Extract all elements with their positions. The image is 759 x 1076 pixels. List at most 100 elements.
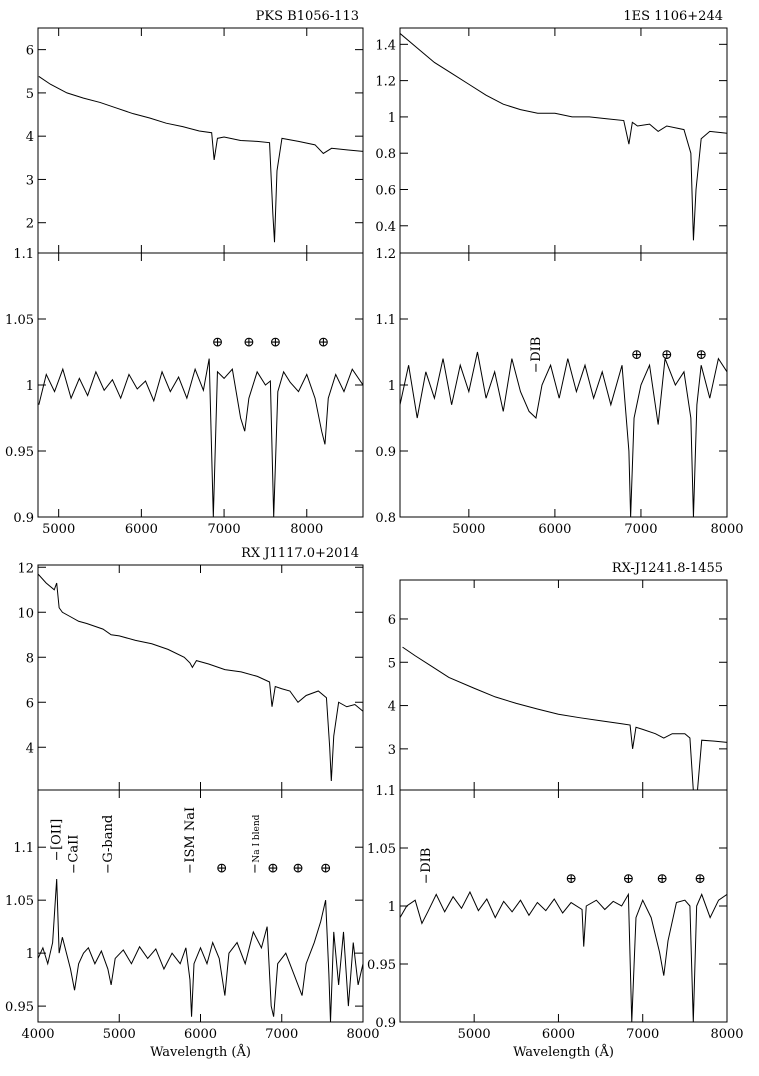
y-tick-label: 1 [388, 900, 396, 915]
x-axis-label: Wavelength (Å) [513, 1044, 614, 1060]
y-tick-label: 1 [26, 379, 34, 394]
y-tick-label: 3 [388, 743, 396, 758]
y-tick-label: 1.1 [13, 841, 34, 856]
x-axis-label: Wavelength (Å) [150, 1044, 251, 1060]
spectrum-line [400, 33, 727, 241]
x-tick-label: 6000 [538, 522, 571, 537]
annotation: ⊕ [565, 871, 577, 887]
panel-title: RX-J1241.8-1455 [612, 561, 723, 576]
y-tick-label: 0.8 [375, 147, 396, 162]
panel-frame [399, 789, 728, 1023]
panel-frame [399, 27, 728, 254]
y-tick-label: 0.95 [5, 445, 34, 460]
panel-title: 1ES 1106+244 [623, 9, 723, 24]
annotation: DIB [419, 848, 434, 873]
x-tick-label: 4000 [21, 1027, 54, 1042]
y-tick-label: 1.2 [375, 247, 396, 262]
annotation: ⊕ [317, 334, 329, 350]
annotation: ⊕ [212, 334, 224, 350]
annotation: ⊕ [292, 860, 304, 876]
y-tick-label: 1.1 [375, 784, 396, 799]
annotation: ISM NaI [183, 807, 198, 863]
y-tick-label: 4 [26, 130, 34, 145]
annotation: CaII [67, 835, 82, 863]
x-tick-label: 7000 [208, 522, 241, 537]
y-tick-label: 1.4 [375, 38, 396, 53]
y-tick-label: 0.6 [375, 183, 396, 198]
panel-title: PKS B1056-113 [256, 9, 359, 24]
annotation: ⊕ [269, 334, 281, 350]
y-tick-label: 12 [17, 561, 34, 576]
x-tick-label: 5000 [452, 522, 485, 537]
annotation: ⊕ [623, 871, 635, 887]
y-tick-label: 0.9 [375, 445, 396, 460]
x-tick-label: 7000 [265, 1027, 298, 1042]
annotation: ⊕ [267, 860, 279, 876]
annotation: ⊕ [631, 347, 643, 363]
spectrum-line [38, 573, 363, 782]
spectrum-line [38, 878, 363, 1022]
y-tick-label: 1 [388, 379, 396, 394]
x-tick-label: 6000 [542, 1027, 575, 1042]
annotation: ⊕ [216, 860, 228, 876]
y-tick-label: 1.05 [367, 842, 396, 857]
annotation: ⊕ [661, 347, 673, 363]
x-tick-label: 5000 [458, 1027, 491, 1042]
annotation: G-band [101, 815, 116, 863]
spectrum-line [38, 358, 363, 517]
panel-title: RX J1117.0+2014 [241, 546, 359, 561]
y-tick-label: 1.05 [5, 313, 34, 328]
annotation: Na I blend [252, 814, 262, 862]
x-tick-label: 6000 [125, 522, 158, 537]
y-tick-label: 4 [26, 741, 34, 756]
annotation: [OII] [50, 819, 65, 850]
y-tick-label: 0.4 [375, 220, 396, 235]
y-tick-label: 6 [26, 44, 34, 59]
x-tick-label: 8000 [290, 522, 323, 537]
y-tick-label: 1 [26, 947, 34, 962]
x-tick-label: 8000 [710, 522, 743, 537]
y-tick-label: 0.95 [5, 1000, 34, 1015]
y-tick-label: 0.9 [375, 1016, 396, 1031]
annotation: ⊕ [695, 347, 707, 363]
y-tick-label: 1.1 [13, 247, 34, 262]
y-tick-label: 4 [388, 700, 396, 715]
y-tick-label: 1.2 [375, 75, 396, 90]
panel-frame [37, 27, 364, 254]
annotation: ⊕ [656, 871, 668, 887]
x-tick-label: 6000 [184, 1027, 217, 1042]
y-tick-label: 3 [26, 173, 34, 188]
y-tick-label: 2 [26, 217, 34, 232]
y-tick-label: 5 [388, 656, 396, 671]
y-tick-label: 5 [26, 87, 34, 102]
spectrum-line [400, 351, 727, 517]
panel-frame [399, 579, 728, 791]
annotation: ⊕ [320, 860, 332, 876]
annotation: ⊕ [694, 871, 706, 887]
y-tick-label: 0.9 [13, 511, 34, 526]
y-tick-label: 0.8 [375, 511, 396, 526]
y-tick-label: 8 [26, 651, 34, 666]
y-tick-label: 6 [26, 696, 34, 711]
y-tick-label: 1.1 [375, 313, 396, 328]
panel-frame [37, 564, 364, 791]
panel-frame [37, 789, 364, 1023]
x-tick-label: 7000 [626, 1027, 659, 1042]
x-tick-label: 8000 [346, 1027, 379, 1042]
y-tick-label: 0.95 [367, 958, 396, 973]
panel-frame [399, 252, 728, 518]
y-tick-label: 10 [17, 606, 34, 621]
annotation: DIB [529, 337, 544, 362]
annotation: ⊕ [243, 334, 255, 350]
y-tick-label: 1.05 [5, 894, 34, 909]
spectrum-line [402, 646, 727, 790]
panel-frame [37, 252, 364, 518]
x-tick-label: 5000 [103, 1027, 136, 1042]
spectrum-line [38, 76, 363, 243]
spectrum-line [400, 890, 727, 1022]
y-tick-label: 1 [388, 111, 396, 126]
y-tick-label: 6 [388, 613, 396, 628]
x-tick-label: 8000 [710, 1027, 743, 1042]
x-tick-label: 5000 [42, 522, 75, 537]
